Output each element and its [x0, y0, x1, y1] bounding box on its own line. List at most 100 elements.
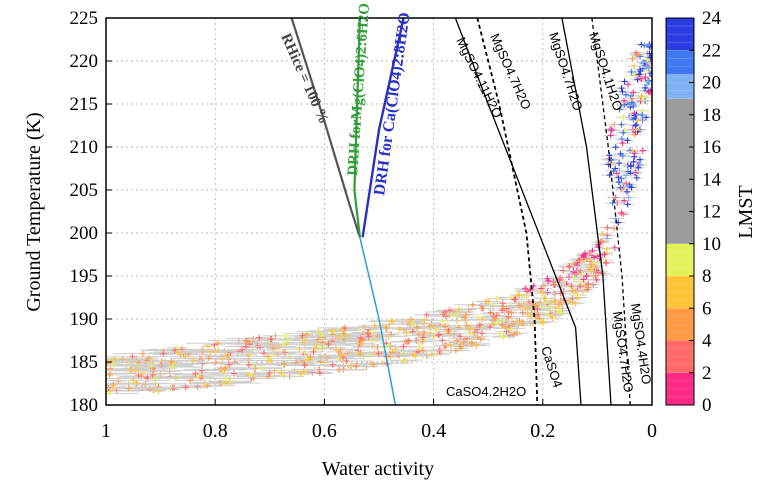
- x-axis-label: Water activity: [322, 458, 434, 480]
- data-point: [616, 106, 623, 113]
- data-point: [111, 361, 118, 368]
- data-point: [421, 316, 428, 323]
- data-point: [580, 254, 587, 261]
- data-point: [542, 295, 549, 302]
- data-point: [222, 364, 229, 371]
- data-point: [612, 144, 619, 151]
- data-point: [132, 367, 139, 374]
- data-point: [307, 354, 314, 361]
- data-point: [634, 117, 641, 124]
- colorbar-band: [666, 340, 694, 373]
- data-point: [461, 314, 468, 321]
- data-point: [536, 315, 543, 322]
- colorbar-tick-label: 6: [702, 298, 712, 319]
- data-point: [430, 333, 437, 340]
- data-point: [566, 264, 573, 271]
- colorbar-band: [666, 98, 694, 244]
- x-tick-label: 0.4: [421, 420, 446, 442]
- colorbar-tick-label: 24: [702, 8, 722, 29]
- colorbar-band: [666, 243, 694, 276]
- data-point: [621, 197, 628, 204]
- data-point: [467, 325, 474, 332]
- data-point: [409, 351, 416, 358]
- data-point: [647, 54, 652, 61]
- data-point: [508, 309, 515, 316]
- data-point: [621, 78, 628, 85]
- data-point: [568, 283, 575, 290]
- data-point: [457, 333, 464, 340]
- data-point: [447, 341, 454, 348]
- data-point: [633, 126, 640, 133]
- data-point: [560, 267, 567, 274]
- data-point: [537, 288, 544, 295]
- data-point: [633, 174, 640, 181]
- data-point: [585, 280, 592, 287]
- data-point: [245, 351, 252, 358]
- data-point: [624, 188, 631, 195]
- data-point: [106, 390, 113, 397]
- y-axis-label: Ground Temperature (K): [23, 112, 45, 311]
- data-point: [238, 346, 245, 353]
- data-point: [455, 306, 462, 313]
- data-point: [609, 199, 616, 206]
- data-point: [492, 315, 499, 322]
- data-point: [341, 324, 348, 331]
- colorbar-band: [666, 276, 694, 309]
- data-point: [643, 63, 650, 70]
- data-point: [593, 267, 600, 274]
- data-point: [319, 332, 325, 339]
- y-tick-label: 200: [70, 223, 99, 244]
- data-point: [632, 122, 639, 129]
- colorbar-tick-label: 8: [702, 266, 712, 287]
- data-point: [205, 355, 212, 362]
- curve: [591, 18, 631, 405]
- data-point: [404, 338, 411, 345]
- data-point: [157, 371, 164, 378]
- data-point: [192, 370, 199, 377]
- x-tick-label: 0.8: [203, 420, 228, 442]
- y-tick-label: 220: [70, 51, 99, 72]
- data-point: [544, 289, 551, 296]
- data-point: [572, 300, 579, 307]
- data-point: [627, 162, 634, 169]
- annotation-caso4-2h2o: CaSO4.2H2O: [446, 384, 526, 399]
- data-point: [552, 305, 559, 312]
- data-point: [499, 321, 506, 328]
- data-point: [190, 357, 197, 364]
- data-point: [212, 347, 219, 354]
- data-point: [451, 312, 458, 319]
- data-point: [645, 78, 652, 85]
- data-point: [511, 331, 518, 338]
- colorbar-tick-label: 18: [702, 105, 721, 126]
- curve: [561, 18, 612, 405]
- curve: [454, 18, 582, 405]
- data-point: [642, 84, 649, 91]
- data-point: [388, 317, 395, 324]
- data-points: [106, 41, 652, 397]
- colorbar-band: [666, 308, 694, 341]
- data-point: [521, 292, 528, 299]
- data-point: [510, 320, 517, 327]
- data-point: [421, 329, 428, 336]
- data-point: [640, 59, 647, 66]
- data-point: [611, 244, 618, 251]
- data-point: [440, 317, 447, 324]
- data-point: [604, 224, 611, 231]
- data-point: [219, 356, 226, 363]
- data-point: [423, 311, 430, 318]
- data-point: [413, 324, 420, 331]
- data-point: [551, 297, 558, 304]
- data-point: [339, 352, 346, 359]
- data-point: [540, 318, 547, 325]
- data-point: [107, 357, 114, 364]
- data-point: [336, 366, 343, 373]
- data-point: [316, 370, 323, 377]
- data-point: [265, 357, 272, 364]
- data-point: [612, 194, 619, 201]
- data-point: [469, 339, 476, 346]
- data-point: [579, 288, 586, 295]
- data-point: [299, 332, 306, 339]
- data-point: [385, 333, 392, 340]
- data-point: [483, 298, 490, 305]
- data-point: [265, 373, 272, 380]
